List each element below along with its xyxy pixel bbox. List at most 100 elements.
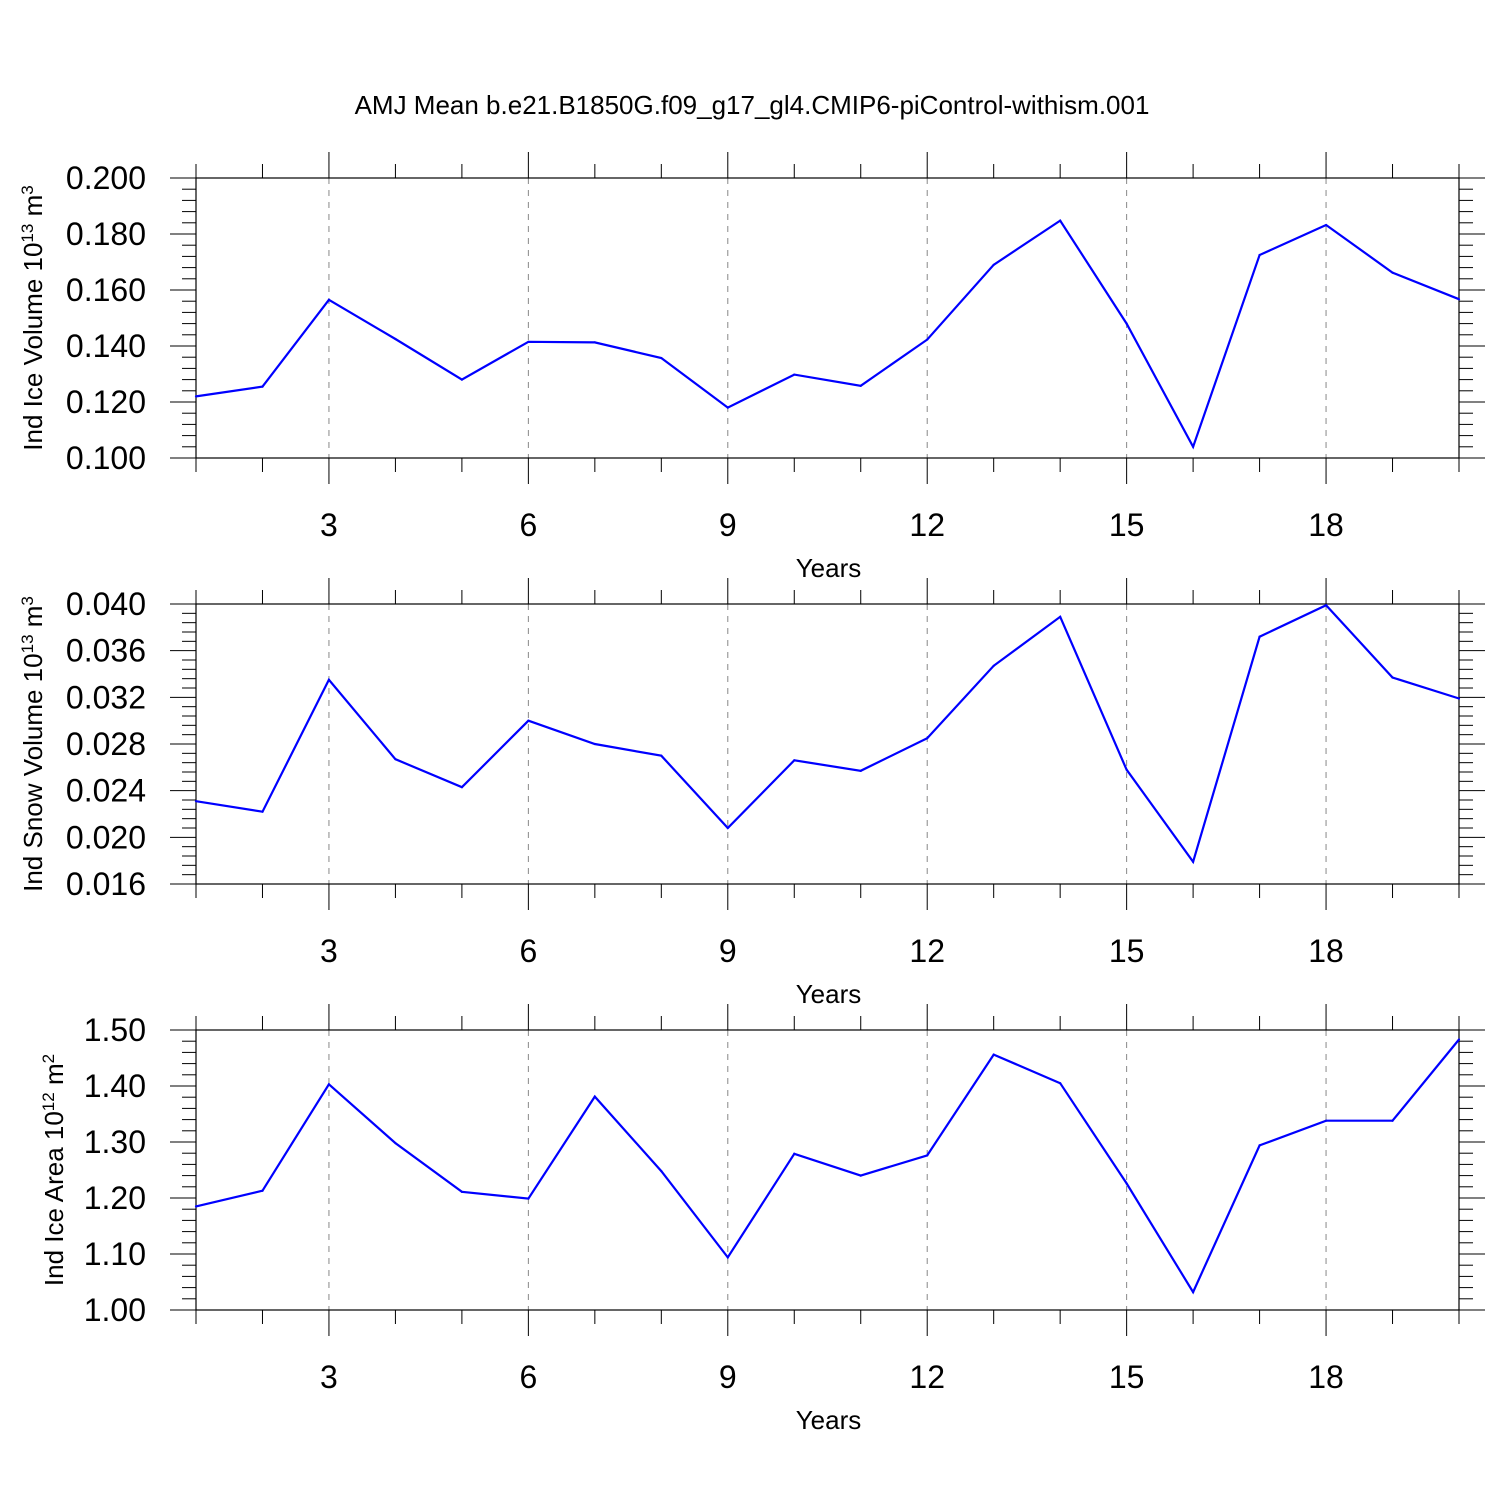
- data-point: [394, 1142, 397, 1145]
- y-axis-title-text: Ind Ice Volume 10: [18, 243, 48, 451]
- y-tick-label: 0.100: [66, 440, 146, 476]
- y-axis-title-superscript: 3: [18, 596, 37, 605]
- panel-1: 0.100 0.120 0.140 0.160 0.180 0.200 3 6 9 12 15 18 Y…: [18, 152, 1485, 583]
- y-tick-label: 1.00: [84, 1292, 146, 1328]
- chart-title: AMJ Mean b.e21.B1850G.f09_g17_gl4.CMIP6-…: [355, 90, 1150, 120]
- x-tick-label: 15: [1109, 1359, 1145, 1395]
- x-tick-label: 18: [1308, 933, 1344, 969]
- data-point: [793, 759, 796, 762]
- x-tick-label: 18: [1308, 1359, 1344, 1395]
- data-point: [1059, 1082, 1062, 1085]
- x-tick-label: 12: [909, 933, 945, 969]
- x-tick-label: 12: [909, 1359, 945, 1395]
- series-line: [195, 219, 1460, 450]
- y-tick-label: 0.032: [66, 679, 146, 715]
- y-tick-label: 1.50: [84, 1012, 146, 1048]
- x-axis-title: Years: [796, 1405, 862, 1435]
- data-point: [992, 664, 995, 667]
- x-tick-label: 15: [1109, 933, 1145, 969]
- y-tick-label: 1.30: [84, 1124, 146, 1160]
- data-point: [327, 298, 331, 301]
- y-axis-title: Ind Snow Volume 1013 m3: [18, 596, 49, 892]
- x-tick-label: 12: [909, 507, 945, 543]
- data-point: [1125, 322, 1128, 325]
- plot-frame: [195, 1029, 1460, 1311]
- data-point: [992, 1053, 995, 1056]
- y-tick-label: 0.028: [66, 726, 146, 762]
- data-point: [593, 1095, 596, 1098]
- x-tick-label: 9: [719, 1359, 737, 1395]
- x-tick-label: 3: [320, 933, 338, 969]
- y-axis-title-text: m: [39, 1063, 69, 1092]
- data-point: [859, 384, 862, 387]
- y-tick-label: 0.200: [66, 160, 146, 196]
- data-point: [327, 1083, 331, 1086]
- y-tick-label: 1.40: [84, 1068, 146, 1104]
- y-axis-title: Ind Ice Volume 1013 m3: [18, 185, 49, 450]
- data-point: [1457, 298, 1461, 301]
- y-axis-title-superscript: 2: [39, 1054, 58, 1063]
- panel-2: 0.016 0.020 0.024 0.028 0.032 0.036 0.040 3 6 9 12…: [18, 578, 1485, 1009]
- x-tick-label: 15: [1109, 507, 1145, 543]
- y-axis-title-text: m: [18, 606, 48, 635]
- data-point: [1192, 1290, 1195, 1294]
- data-point: [793, 373, 796, 376]
- data-point: [261, 810, 264, 813]
- y-tick-label: 0.160: [66, 272, 146, 308]
- data-point: [660, 754, 663, 757]
- data-point: [793, 1152, 796, 1155]
- data-point: [859, 1174, 862, 1177]
- y-tick-label: 0.020: [66, 819, 146, 855]
- y-axis-title-superscript: 12: [39, 1092, 58, 1111]
- x-tick-label: 6: [519, 1359, 537, 1395]
- series-line: [195, 603, 1460, 865]
- x-tick-label: 9: [719, 933, 737, 969]
- data-point: [1457, 1038, 1461, 1041]
- data-point: [1391, 271, 1394, 274]
- y-tick-label: 0.120: [66, 384, 146, 420]
- data-point: [1457, 697, 1461, 700]
- data-point: [460, 378, 463, 381]
- x-tick-label: 18: [1308, 507, 1344, 543]
- data-point: [1258, 253, 1261, 257]
- y-axis-title: Ind Ice Area 1012 m2: [39, 1054, 70, 1286]
- data-point: [593, 742, 596, 746]
- data-point: [1391, 676, 1394, 679]
- data-point: [394, 337, 397, 341]
- y-tick-label: 0.036: [66, 633, 146, 669]
- y-tick-label: 0.024: [66, 773, 146, 809]
- data-point: [1125, 1182, 1128, 1185]
- x-tick-label: 3: [320, 507, 338, 543]
- data-point: [992, 263, 995, 266]
- data-point: [261, 1189, 264, 1192]
- data-point: [926, 1154, 929, 1157]
- data-point: [859, 769, 862, 772]
- data-point: [1391, 1119, 1394, 1122]
- data-point: [1324, 1119, 1328, 1122]
- data-point: [527, 1197, 530, 1200]
- y-axis-title-superscript: 3: [18, 185, 37, 194]
- data-point: [327, 678, 331, 681]
- x-tick-label: 9: [719, 507, 737, 543]
- data-point: [394, 758, 397, 761]
- x-tick-label: 6: [519, 933, 537, 969]
- data-point: [926, 737, 929, 740]
- y-axis-title-text: m: [18, 195, 48, 224]
- data-point: [593, 341, 596, 344]
- panels: 0.100 0.120 0.140 0.160 0.180 0.200 3 6 9 12 15 18 Y…: [18, 152, 1485, 1435]
- data-point: [660, 356, 663, 360]
- y-tick-label: 1.20: [84, 1180, 146, 1216]
- data-point: [1258, 635, 1261, 638]
- y-tick-label: 0.016: [66, 866, 146, 902]
- y-tick-label: 0.180: [66, 216, 146, 252]
- panel-3: 1.00 1.10 1.20 1.30 1.40 1.50 3 6 9 12 15 18 Years In…: [39, 1004, 1485, 1435]
- series-line: [195, 1038, 1460, 1295]
- x-tick-label: 3: [320, 1359, 338, 1395]
- data-point: [1059, 219, 1062, 222]
- y-tick-label: 0.140: [66, 328, 146, 364]
- x-axis-title: Years: [796, 979, 862, 1009]
- data-point: [460, 1190, 463, 1193]
- data-point: [1258, 1144, 1261, 1147]
- data-point: [261, 385, 264, 388]
- data-point: [460, 786, 463, 789]
